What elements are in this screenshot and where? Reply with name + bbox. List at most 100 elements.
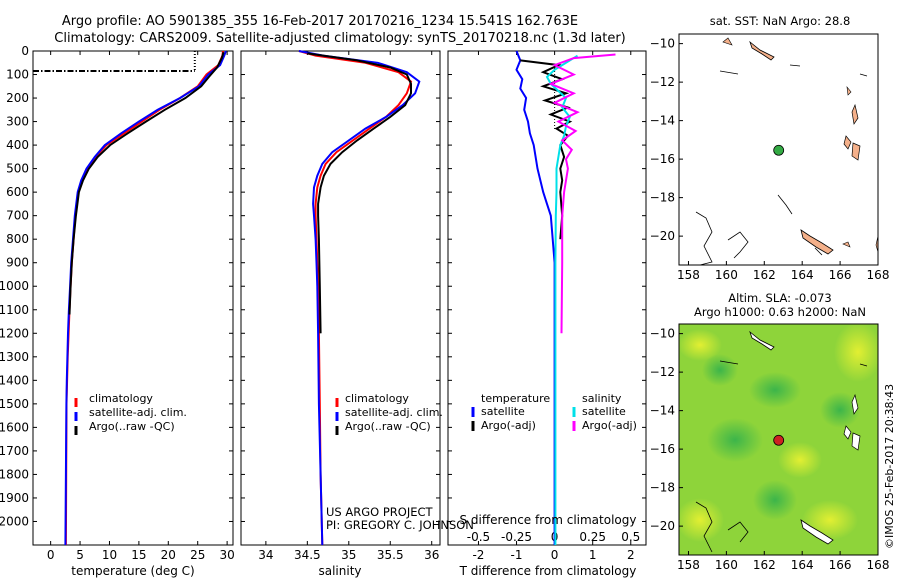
- map-x-tick-label: 168: [867, 558, 890, 572]
- y-tick-label: 0: [21, 44, 29, 58]
- x-tick-label: 20: [161, 548, 176, 562]
- salinity-diff-tick-label: -0.25: [501, 530, 532, 544]
- x-tick-label: 1: [589, 548, 597, 562]
- y-tick-label: 200: [6, 91, 29, 105]
- sla-argo-location-marker: [773, 434, 785, 446]
- salinity-diff-tick-label: -0.5: [467, 530, 490, 544]
- map-y-tick-label: −14: [650, 404, 675, 418]
- x-tick-label: -1: [511, 548, 523, 562]
- sst-argo-location-marker: [773, 144, 785, 156]
- difference-legend: temperature salinity satellite Argo(-adj…: [471, 392, 637, 432]
- difference-xlabel-top: S difference from climatology: [460, 513, 637, 527]
- series-argo-raw-qc-: [68, 51, 225, 315]
- y-tick-label: 1800: [0, 467, 29, 481]
- sla-map-title-1: Altim. SLA: -0.073: [728, 291, 832, 305]
- x-tick-label: 34: [258, 548, 273, 562]
- sst-map-frame: [678, 33, 879, 266]
- y-tick-label: 800: [6, 232, 29, 246]
- x-tick-label: 30: [219, 548, 234, 562]
- x-tick-label: 34.5: [294, 548, 321, 562]
- credit-project: US ARGO PROJECT: [326, 505, 434, 519]
- salinity-diff-tick-label: 0.25: [579, 530, 606, 544]
- y-tick-label: 1900: [0, 491, 29, 505]
- sst-coastlines: [695, 37, 878, 265]
- y-tick-label: 400: [6, 138, 29, 152]
- x-tick-label: 10: [102, 548, 117, 562]
- salinity-series: [298, 50, 421, 546]
- y-tick-label: 2000: [0, 514, 29, 528]
- salinity-panel: 34 34.5 35 35.5 36 salinity climatology sate…: [240, 50, 474, 578]
- y-tick-label: 1700: [0, 444, 29, 458]
- map-y-tick-label: −18: [650, 481, 675, 495]
- y-tick-label: 1000: [0, 279, 29, 293]
- map-x-tick-label: 166: [829, 558, 852, 572]
- salinity-axes-frame: [240, 50, 441, 546]
- map-y-tick-label: −14: [650, 114, 675, 128]
- series-salinity-argo-adj-: [548, 53, 616, 334]
- legend-temp-satellite: satellite: [481, 405, 525, 418]
- difference-axes-frame: [447, 50, 647, 546]
- difference-xlabel: T difference from climatology: [459, 564, 637, 578]
- map-y-tick-label: −20: [650, 519, 675, 533]
- series-climatology: [298, 50, 413, 546]
- y-tick-label: 600: [6, 185, 29, 199]
- map-x-tick-label: 162: [753, 268, 776, 282]
- map-x-tick-label: 162: [753, 558, 776, 572]
- series-temperature-satellite: [515, 50, 556, 545]
- temperature-series: [33, 50, 227, 546]
- y-tick-label: 1400: [0, 373, 29, 387]
- map-y-tick-label: −20: [650, 229, 675, 243]
- y-tick-label: 1300: [0, 350, 29, 364]
- map-x-tick-label: 160: [715, 268, 738, 282]
- series-climatology: [64, 50, 224, 546]
- series-argo-raw-qc-: [307, 52, 412, 334]
- map-x-tick-label: 164: [791, 268, 814, 282]
- legend-sal-argo: Argo(..raw -QC): [345, 420, 431, 433]
- y-tick-label: 500: [6, 162, 29, 176]
- map-y-tick-label: −16: [650, 442, 675, 456]
- map-x-tick-label: 164: [791, 558, 814, 572]
- difference-ticks: -2 -1 0 1 2-0.5 -0.25 0 0.25 0.5: [448, 50, 646, 562]
- x-tick-label: 0: [47, 548, 55, 562]
- y-tick-label: 1100: [0, 303, 29, 317]
- title-line-2: Climatology: CARS2009. Satellite-adjuste…: [54, 31, 626, 46]
- map-y-tick-label: −18: [650, 191, 675, 205]
- y-tick-label: 900: [6, 256, 29, 270]
- salinity-xlabel: salinity: [318, 564, 361, 578]
- map-y-tick-label: −12: [650, 365, 675, 379]
- legend-sal-satellite: satellite: [582, 405, 626, 418]
- legend-temperature-header: temperature: [481, 392, 550, 405]
- credit-pi: PI: GREGORY C. JOHNSON: [326, 518, 474, 532]
- sla-map-frame: [678, 323, 879, 556]
- x-tick-label: 36: [424, 548, 439, 562]
- series-satellite-adj-clim-: [298, 50, 421, 546]
- sla-map: Altim. SLA: -0.073 Argo h1000: 0.63 h200…: [650, 291, 890, 572]
- x-tick-label: 5: [76, 548, 84, 562]
- salinity-ticks: 34 34.5 35 35.5 36: [241, 50, 440, 562]
- legend-sal-climatology: climatology: [345, 392, 409, 405]
- legend-salinity-header: salinity: [582, 392, 622, 405]
- map-x-tick-label: 168: [867, 268, 890, 282]
- series-satellite-adj-clim-: [64, 50, 227, 546]
- y-tick-label: 100: [6, 68, 29, 82]
- sla-map-ticks: 158 160 162 164 166 168 −10 −12 −14 −16 −18 −20: [650, 327, 890, 572]
- temperature-panel: 0 5 10 15 20 25 300100200300400500600700800900…: [0, 44, 235, 578]
- legend-argo: Argo(..raw -QC): [89, 420, 175, 433]
- temperature-axes-frame: [32, 50, 234, 546]
- legend-sal-argo-adj: Argo(-adj): [582, 419, 637, 432]
- legend-satellite-adj: satellite-adj. clim.: [89, 406, 187, 419]
- y-tick-label: 1600: [0, 420, 29, 434]
- y-tick-label: 1500: [0, 397, 29, 411]
- x-tick-label: 25: [190, 548, 205, 562]
- title-line-1: Argo profile: AO 5901385_355 16-Feb-2017…: [62, 14, 578, 29]
- map-y-tick-label: −10: [650, 327, 675, 341]
- map-y-tick-label: −16: [650, 152, 675, 166]
- y-tick-label: 300: [6, 115, 29, 129]
- temperature-xlabel: temperature (deg C): [71, 564, 194, 578]
- sst-map-title: sat. SST: NaN Argo: 28.8: [710, 14, 851, 28]
- imos-credit: ©IMOS 25-Feb-2017 20:38:43: [883, 384, 896, 549]
- difference-series: [515, 50, 616, 545]
- x-tick-label: -2: [472, 548, 484, 562]
- map-x-tick-label: 158: [677, 268, 700, 282]
